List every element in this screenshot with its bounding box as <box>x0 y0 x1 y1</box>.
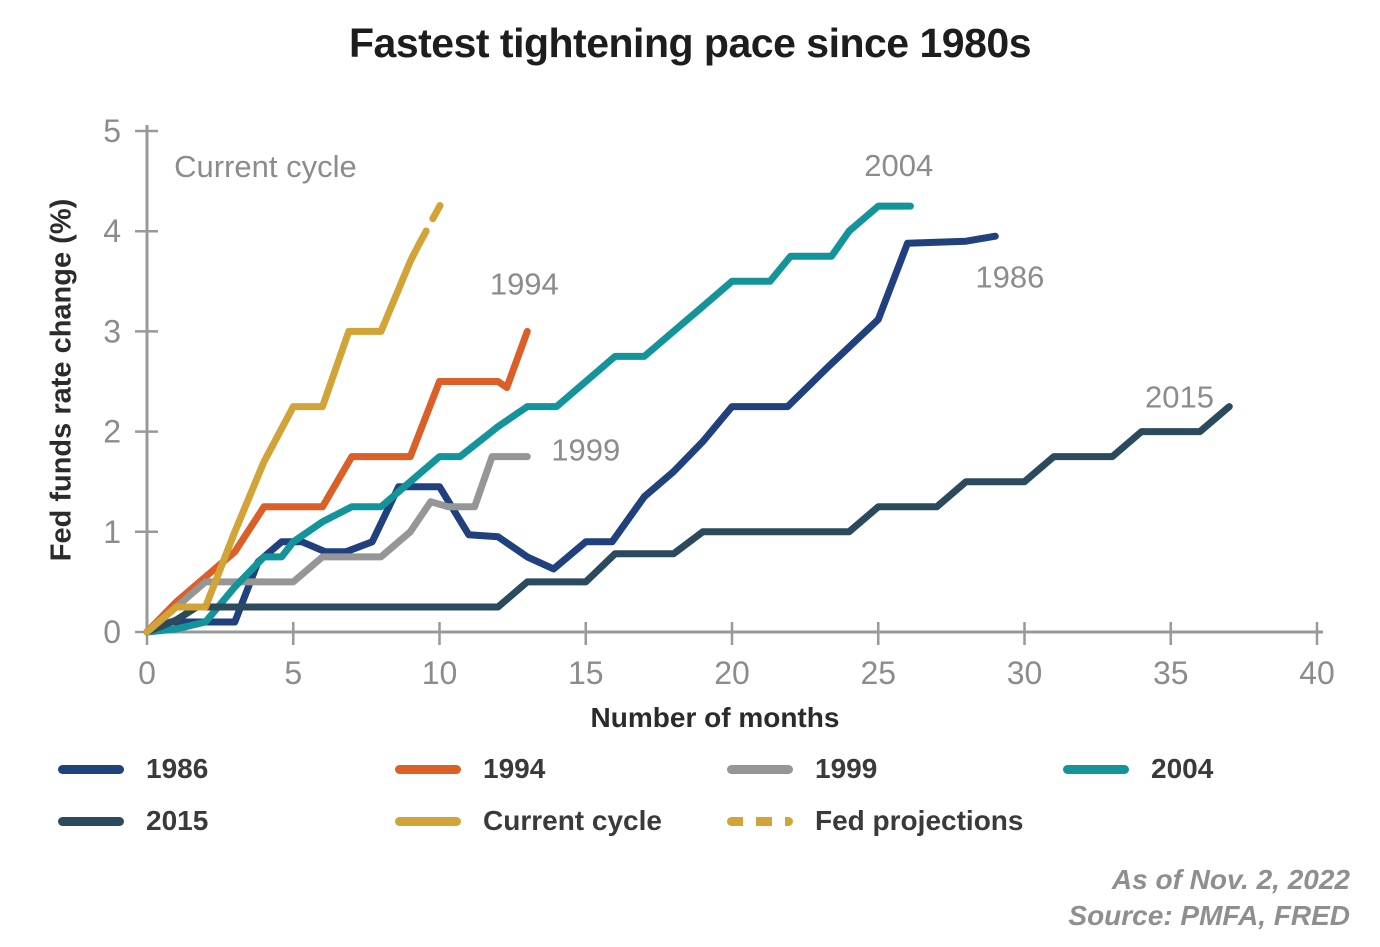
series-line-1986 <box>143 232 999 636</box>
annotation-2015: 2015 <box>1145 380 1214 415</box>
legend-swatch-fed-projections <box>727 816 793 826</box>
annotation-1994: 1994 <box>490 266 559 301</box>
legend-item-2015: 2015 <box>58 803 208 839</box>
x-tick-label: 10 <box>422 655 458 691</box>
y-tick-label: 4 <box>103 213 121 249</box>
source-note: As of Nov. 2, 2022 Source: PMFA, FRED <box>1068 862 1350 935</box>
y-tick-label: 3 <box>103 313 121 349</box>
x-tick-label: 0 <box>138 655 156 691</box>
legend-item-1994: 1994 <box>395 751 545 787</box>
legend-swatch-1994 <box>395 764 461 774</box>
annotation-2004: 2004 <box>864 148 933 183</box>
x-tick-label: 15 <box>568 655 604 691</box>
legend-label-1999: 1999 <box>815 753 878 784</box>
legend-swatch-1986 <box>58 764 124 774</box>
legend-swatch-2015 <box>58 816 124 826</box>
legend-label-1994: 1994 <box>483 753 546 784</box>
y-tick-label: 0 <box>103 614 121 650</box>
x-tick-label: 25 <box>860 655 896 691</box>
series-line-fed-projections <box>415 197 446 248</box>
series-line-1999 <box>143 453 531 636</box>
legend-label-1986: 1986 <box>146 753 209 784</box>
annotation-1999: 1999 <box>551 433 620 468</box>
x-tick-label: 20 <box>714 655 750 691</box>
annotation-current-cycle: Current cycle <box>174 149 357 184</box>
legend-item-1999: 1999 <box>727 751 877 787</box>
x-tick-label: 35 <box>1153 655 1189 691</box>
legend-label-2015: 2015 <box>146 805 209 836</box>
legend-label-2004: 2004 <box>1151 753 1214 784</box>
x-tick-label: 40 <box>1299 655 1335 691</box>
legend-item-current-cycle: Current cycle <box>395 803 662 839</box>
series-line-2004 <box>143 202 914 636</box>
x-tick-label: 30 <box>1007 655 1043 691</box>
series-line-current-cycle <box>143 240 423 636</box>
legend-swatch-2004 <box>1063 764 1129 774</box>
y-tick-label: 1 <box>103 514 121 550</box>
series-line-1994 <box>143 327 531 636</box>
y-tick-label: 2 <box>103 414 121 450</box>
annotation-1986: 1986 <box>975 259 1044 294</box>
legend-label-fed-projections: Fed projections <box>815 805 1024 836</box>
x-axis-title: Number of months <box>590 702 840 733</box>
legend-label-current-cycle: Current cycle <box>483 805 662 836</box>
legend-swatch-1999 <box>727 764 793 774</box>
source-line: Source: PMFA, FRED <box>1068 900 1350 932</box>
as-of-date: As of Nov. 2, 2022 <box>1111 864 1350 895</box>
y-tick-label: 5 <box>103 113 121 149</box>
chart-title: Fastest tightening pace since 1980s <box>348 20 1032 66</box>
legend-swatch-current-cycle <box>395 816 461 826</box>
legend-item-fed-projections: Fed projections <box>727 803 1023 839</box>
legend-item-2004: 2004 <box>1063 751 1213 787</box>
series-line-2015 <box>143 403 1233 636</box>
x-tick-label: 5 <box>284 655 302 691</box>
legend-item-1986: 1986 <box>58 751 208 787</box>
